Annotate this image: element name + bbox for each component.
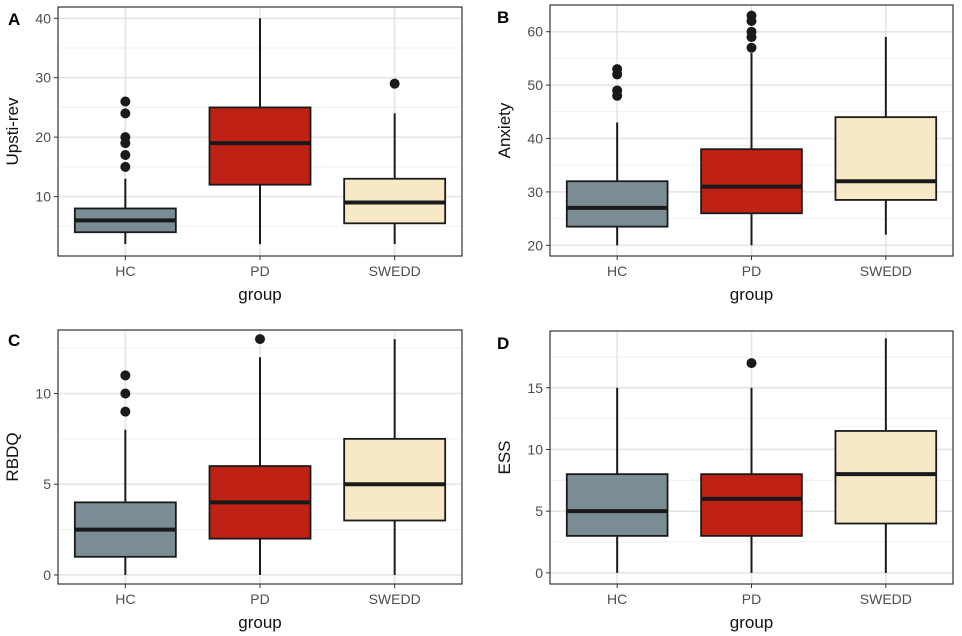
iqr-box [565, 473, 669, 537]
outlier-point [746, 10, 757, 21]
x-axis-title: group [730, 285, 773, 304]
y-axis-title: RBDQ [3, 432, 22, 481]
y-tick-label: 30 [527, 184, 543, 200]
y-tick-label: 10 [35, 189, 51, 205]
y-tick-label: 5 [535, 503, 543, 519]
box-pd [208, 334, 312, 575]
x-tick-label: PD [250, 263, 269, 279]
box-hc [73, 370, 177, 575]
box-hc [73, 96, 177, 245]
y-tick-label: 40 [35, 10, 51, 26]
outlier-point [120, 161, 131, 172]
panel-b: 20 30 40 50 60 HC PD SWEDD group Anxiety B [495, 4, 954, 304]
y-tick-label: 40 [527, 131, 543, 147]
y-axis-title: Upsti-rev [3, 97, 22, 166]
box-hc [565, 64, 669, 246]
y-axis-title: ESS [495, 440, 514, 474]
x-tick-label: HC [607, 263, 627, 279]
iqr-box [700, 148, 803, 215]
y-axis-title: Anxiety [495, 102, 514, 158]
outlier-point [746, 26, 757, 37]
y-tick-label: 0 [43, 567, 51, 583]
y-tick-label: 50 [527, 77, 543, 93]
x-tick-label: SWEDD [860, 591, 912, 607]
outlier-point [120, 149, 131, 160]
panel-c: 0 5 10 HC PD SWEDD group RBDQ C [3, 329, 463, 632]
x-tick-label: HC [115, 591, 135, 607]
x-tick-label: SWEDD [369, 263, 421, 279]
outlier-point [120, 388, 131, 399]
outlier-point [120, 370, 131, 381]
x-axis-title: group [238, 285, 281, 304]
box-swedd [834, 338, 938, 573]
iqr-box [343, 437, 447, 522]
iqr-box [834, 116, 938, 201]
iqr-box [565, 180, 669, 228]
outlier-point [612, 64, 623, 75]
box-pd [700, 358, 803, 573]
outlier-point [612, 85, 623, 96]
y-tick-label: 15 [527, 380, 543, 396]
panel-label: B [497, 8, 509, 27]
box-hc [565, 387, 669, 573]
outlier-point [120, 96, 131, 107]
x-tick-label: SWEDD [860, 263, 912, 279]
outlier-point [255, 334, 265, 345]
box-swedd [343, 78, 447, 245]
y-tick-label: 60 [527, 24, 543, 40]
outlier-point [120, 108, 131, 119]
iqr-box [834, 430, 938, 525]
panel-label: D [497, 334, 509, 353]
x-tick-label: PD [742, 263, 761, 279]
panel-d: 0 5 10 15 HC PD SWEDD group ESS D [495, 330, 954, 632]
box-pd [208, 18, 312, 245]
outlier-point [120, 132, 131, 143]
panel-a: 10 20 30 40 HC PD SWEDD group Upsti-rev A [3, 6, 463, 304]
x-tick-label: HC [607, 591, 627, 607]
x-axis-title: group [730, 613, 773, 632]
box-swedd [834, 37, 938, 235]
outlier-point [389, 78, 400, 89]
x-tick-label: HC [115, 263, 135, 279]
iqr-box [208, 106, 312, 186]
x-tick-label: PD [250, 591, 269, 607]
y-tick-label: 10 [527, 441, 543, 457]
box-swedd [343, 339, 447, 575]
box-pd [700, 10, 803, 246]
iqr-box [700, 473, 803, 537]
y-tick-label: 10 [35, 386, 51, 402]
y-tick-label: 30 [35, 70, 51, 86]
x-tick-label: PD [742, 591, 761, 607]
y-tick-label: 5 [43, 476, 51, 492]
panel-label: C [8, 331, 20, 350]
y-tick-label: 20 [35, 129, 51, 145]
x-tick-label: SWEDD [369, 591, 421, 607]
y-tick-label: 0 [535, 565, 543, 581]
outlier-point [746, 42, 757, 53]
y-tick-label: 20 [527, 237, 543, 253]
panel-label: A [8, 10, 20, 29]
outlier-point [746, 358, 757, 369]
x-axis-title: group [238, 613, 281, 632]
outlier-point [120, 406, 131, 417]
